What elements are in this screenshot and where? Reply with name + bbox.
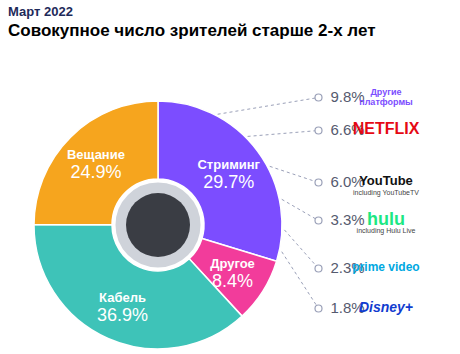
svg-text:1.8%: 1.8%	[330, 299, 365, 317]
svg-text:NETFLIX: NETFLIX	[353, 120, 420, 137]
svg-text:9.8%: 9.8%	[330, 88, 365, 106]
svg-text:6.6%: 6.6%	[330, 121, 365, 139]
svg-text:Кабель: Кабель	[99, 290, 146, 305]
html-text:Совокупное число зрителей стар: Совокупное число зрителей старше 2-х лет	[8, 21, 376, 40]
svg-text:36.9%: 36.9%	[97, 305, 148, 325]
svg-text:6.0%: 6.0%	[330, 173, 365, 191]
svg-text:29.7%: 29.7%	[203, 172, 254, 192]
svg-text:YouTube: YouTube	[359, 173, 413, 188]
svg-text:Другиеплатформы: Другиеплатформы	[359, 87, 413, 107]
svg-text:Другое: Другое	[210, 256, 255, 271]
svg-text:including YouTubeTV: including YouTubeTV	[353, 189, 419, 197]
svg-text:hulu: hulu	[367, 209, 405, 229]
svg-text:24.9%: 24.9%	[70, 162, 121, 182]
svg-text:prime video: prime video	[352, 260, 419, 274]
svg-text:8.4%: 8.4%	[212, 271, 253, 291]
svg-text:Вещание: Вещание	[67, 147, 125, 162]
svg-text:2.3%: 2.3%	[330, 259, 365, 277]
svg-text:Стриминг: Стриминг	[197, 157, 260, 172]
html-text:Март 2022: Март 2022	[8, 4, 73, 19]
svg-text:3.3%: 3.3%	[331, 211, 365, 228]
svg-text:including Hulu Live: including Hulu Live	[357, 227, 416, 235]
svg-text:Disney+: Disney+	[359, 299, 413, 315]
